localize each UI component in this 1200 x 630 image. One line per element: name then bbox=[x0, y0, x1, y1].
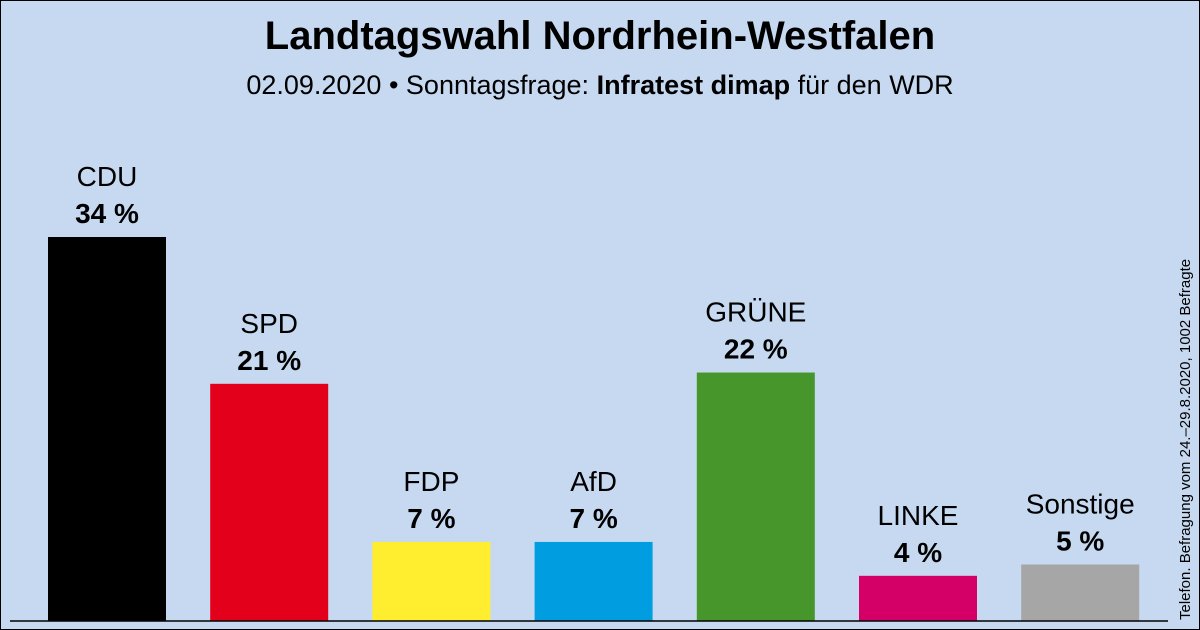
value-label: 21 % bbox=[237, 345, 301, 376]
value-label: 4 % bbox=[894, 537, 942, 568]
bar-fdp bbox=[372, 541, 491, 621]
party-label: GRÜNE bbox=[705, 297, 806, 328]
bar-afd bbox=[534, 541, 653, 621]
bar-cdu bbox=[48, 237, 166, 621]
value-label: 22 % bbox=[724, 334, 788, 365]
value-label: 7 % bbox=[407, 503, 455, 534]
party-label: FDP bbox=[403, 466, 459, 497]
party-label: SPD bbox=[240, 308, 298, 339]
value-label: 7 % bbox=[569, 503, 617, 534]
bar-linke bbox=[859, 575, 977, 621]
bar-group: 34 % CDU 21 % SPD 7 % FDP 7 % AfD 22 % GRÜNE 4 % LI… bbox=[48, 161, 1140, 621]
bar-spd bbox=[210, 383, 329, 621]
party-label: CDU bbox=[77, 161, 138, 192]
poll-client: für den WDR bbox=[797, 70, 954, 100]
value-label: 5 % bbox=[1056, 526, 1104, 557]
poll-date: 02.09.2020 bbox=[246, 70, 382, 100]
value-label: 34 % bbox=[75, 198, 139, 229]
bar-sonstige bbox=[1021, 564, 1140, 621]
poll-question: Sonntagsfrage: bbox=[405, 70, 590, 100]
subtitle-separator: • bbox=[381, 70, 406, 100]
party-label: Sonstige bbox=[1026, 489, 1135, 520]
chart-title: Landtagswahl Nordrhein-Westfalen bbox=[264, 14, 936, 58]
bar-gr-ne bbox=[696, 372, 815, 621]
party-label: AfD bbox=[570, 466, 617, 497]
chart-subtitle: 02.09.2020 • Sonntagsfrage: Infratest di… bbox=[0, 70, 1200, 101]
poll-institute: Infratest dimap bbox=[596, 70, 791, 100]
party-label: LINKE bbox=[878, 500, 959, 531]
